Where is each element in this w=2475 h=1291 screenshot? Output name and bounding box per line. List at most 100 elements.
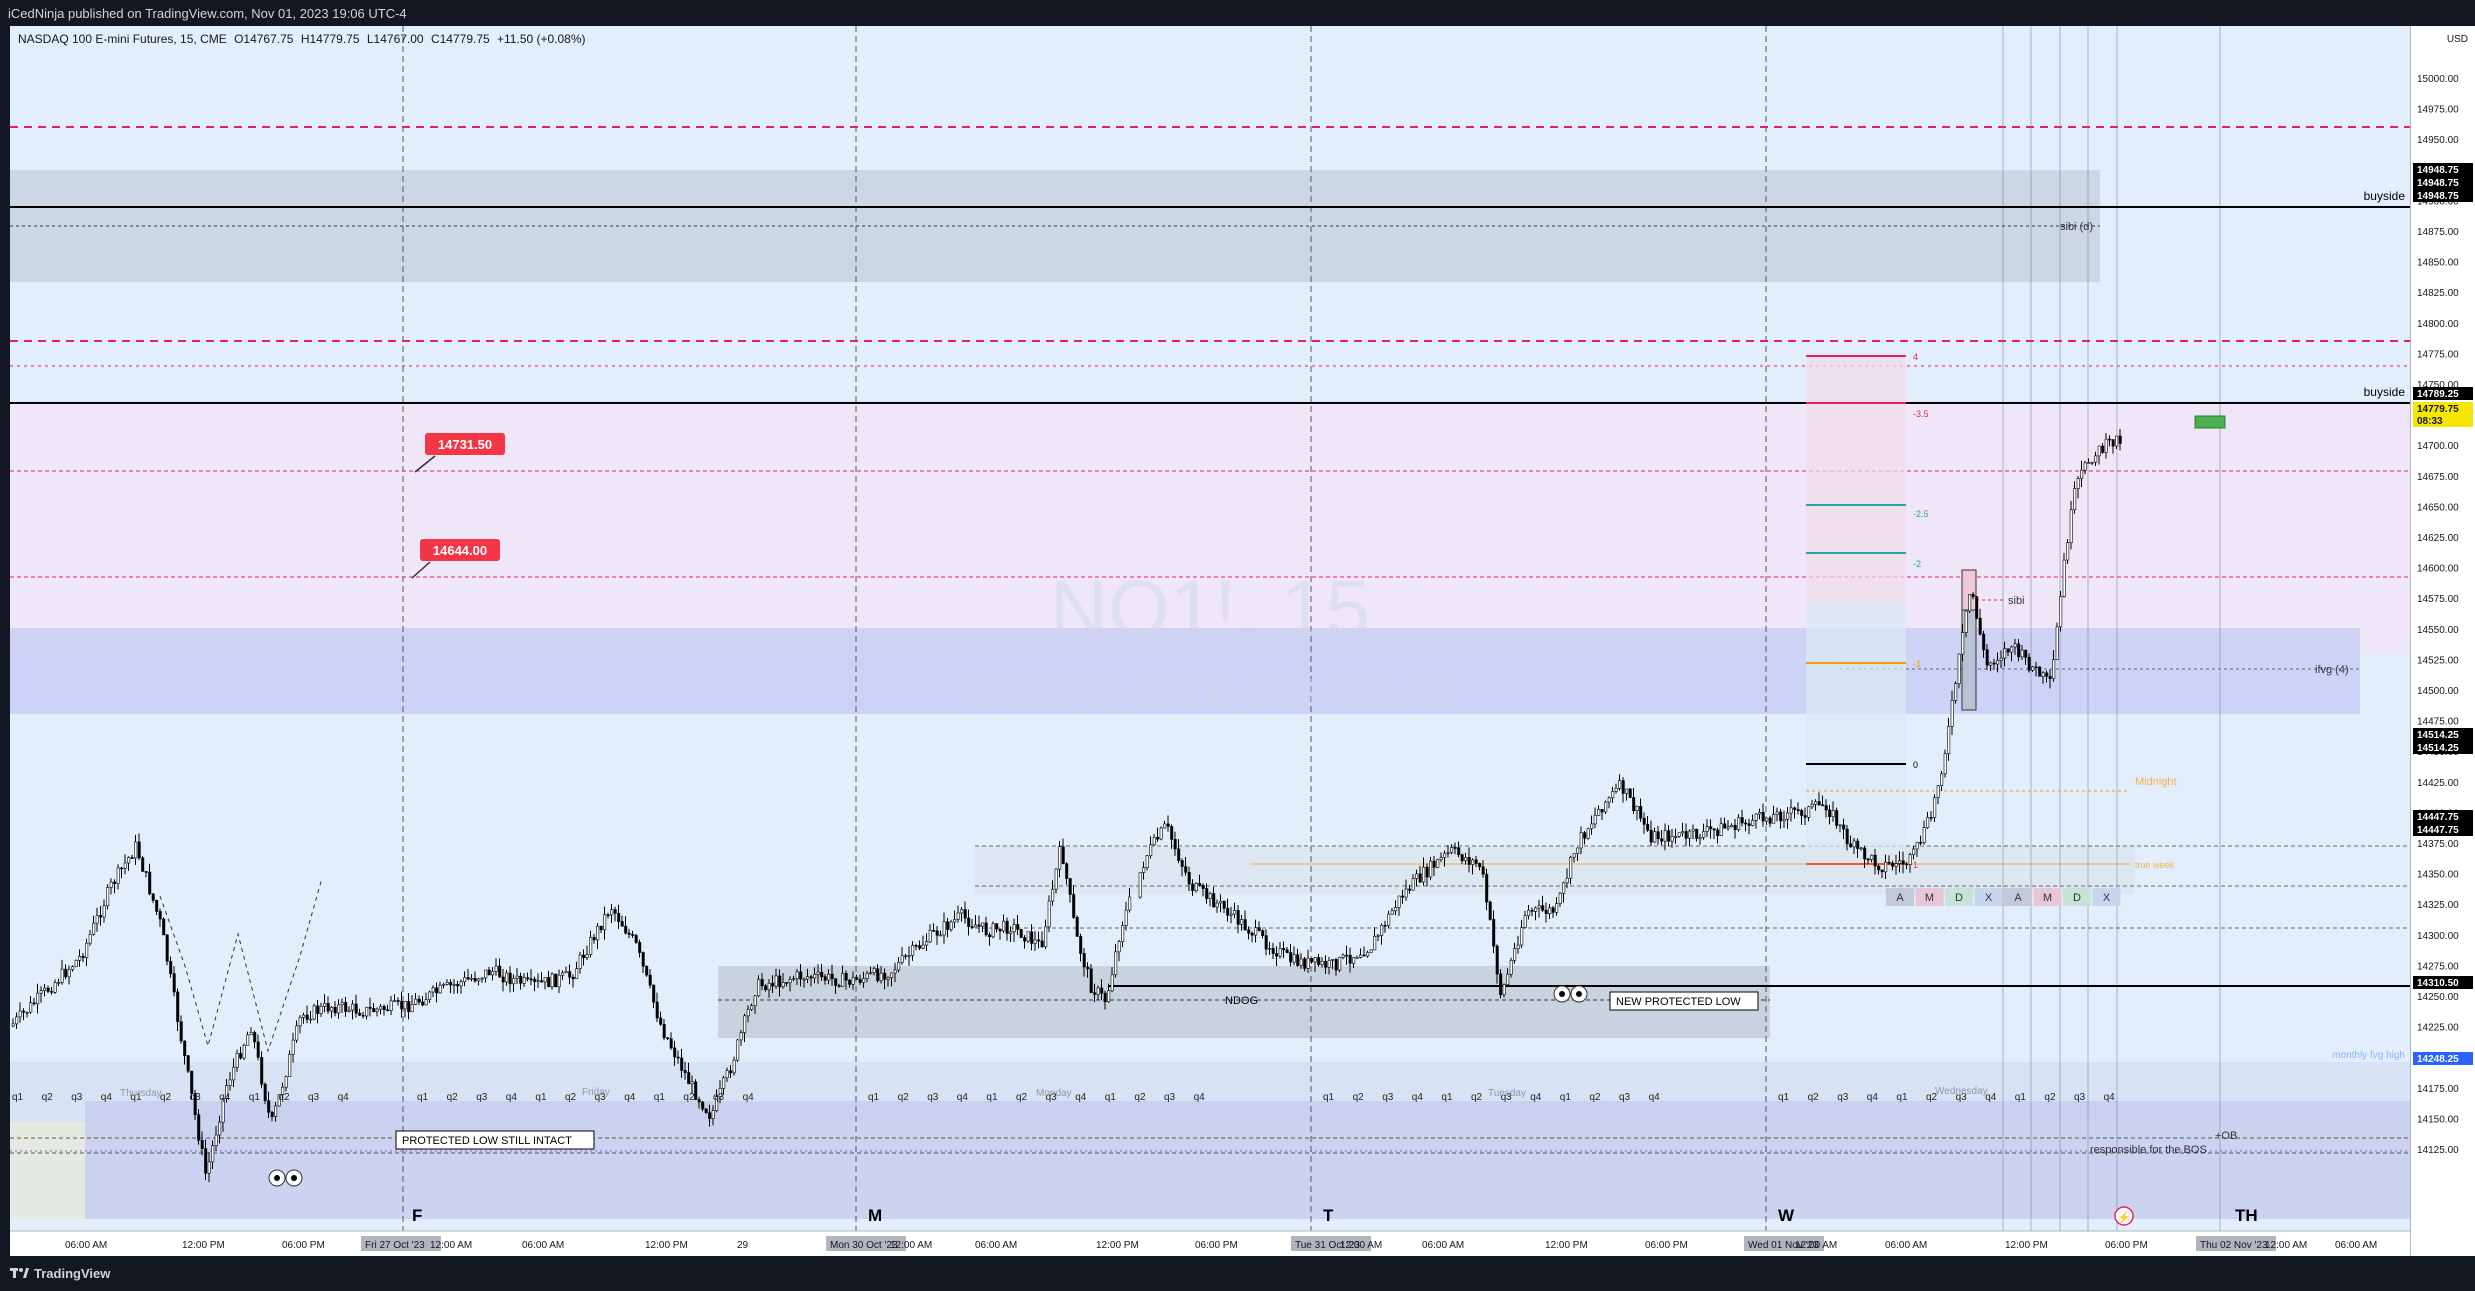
candle-body <box>1334 959 1338 971</box>
candle-body <box>1439 857 1443 860</box>
candle-body <box>732 1059 736 1074</box>
candle-body <box>610 909 614 916</box>
price-marker-14644[interactable]: 14644.00 <box>411 539 500 579</box>
quarter-label: q4 <box>624 1092 636 1103</box>
candle-body <box>2076 478 2080 489</box>
candle-body <box>2111 439 2115 447</box>
candle-body <box>1544 909 1548 915</box>
lightning-icon[interactable]: ⚡ <box>2114 1206 2134 1226</box>
candle-body <box>949 921 953 930</box>
candle-body <box>2083 462 2087 471</box>
candle-body <box>102 905 106 918</box>
candle-body <box>1964 610 1968 633</box>
candle-body <box>1600 809 1604 813</box>
session-box-d <box>1945 888 1973 906</box>
candle-body <box>1278 948 1282 957</box>
candle-body <box>655 1001 659 1019</box>
candle-body <box>1376 935 1380 937</box>
candle-body <box>431 987 435 993</box>
price-tick: 14575.00 <box>2417 594 2459 605</box>
candle-body <box>113 881 117 885</box>
session-box-m <box>1915 888 1944 906</box>
candle-body <box>827 973 831 981</box>
candle-body <box>445 982 449 985</box>
footer-bar: TradingView <box>0 1256 2475 1291</box>
candle-body <box>60 968 64 983</box>
candle-body <box>1807 806 1811 818</box>
candle-body <box>1590 823 1594 830</box>
candle-body <box>1051 888 1055 902</box>
price-axis[interactable]: USD 15000.0014975.0014950.0014925.001490… <box>2410 26 2475 1256</box>
chart-pane[interactable]: NQ1!, 15 NASDAQ 100 E-mini Futures buysi… <box>10 26 2410 1256</box>
candle-body <box>1919 841 1923 844</box>
candle-body <box>1852 840 1856 848</box>
candle-body <box>1695 828 1699 839</box>
candle-body <box>151 893 155 901</box>
symbol-legend: NASDAQ 100 E-mini Futures, 15, CME O1476… <box>18 32 590 46</box>
candle-body <box>953 918 957 923</box>
candle-body <box>46 987 50 992</box>
candle-body <box>1660 838 1664 842</box>
candle-body <box>914 944 918 947</box>
candle-body <box>141 857 145 872</box>
price-marker-14731[interactable]: 14731.50 <box>414 433 505 473</box>
candle-body <box>109 881 113 888</box>
candle-body <box>1191 883 1195 892</box>
candle-body <box>1737 817 1741 830</box>
candle-body <box>575 968 579 980</box>
candle-body <box>1369 949 1373 953</box>
currency-label[interactable]: USD <box>2446 34 2468 45</box>
candle-body <box>631 934 635 936</box>
price-tick: 14375.00 <box>2417 839 2459 850</box>
candle-body <box>1856 840 1860 849</box>
candle-body <box>1177 848 1181 861</box>
candle-body <box>711 1110 715 1119</box>
quarter-label: q2 <box>1808 1092 1820 1103</box>
brand-name[interactable]: TradingView <box>34 1266 111 1281</box>
candle-body <box>284 1076 288 1088</box>
candle-body <box>603 914 607 931</box>
buyside-label-mid: buyside <box>2364 385 2406 399</box>
watermark-name: NASDAQ 100 E-mini Futures <box>964 673 1456 715</box>
chart-canvas[interactable]: NQ1!, 15 NASDAQ 100 E-mini Futures buysi… <box>10 26 2410 1256</box>
candle-body <box>718 1088 722 1097</box>
candle-body <box>1198 883 1202 886</box>
premium-zone <box>10 402 2410 654</box>
candle-body <box>1779 811 1783 822</box>
candle-body <box>547 977 551 988</box>
candle-body <box>519 975 523 984</box>
time-label: 12:00 PM <box>2005 1240 2048 1251</box>
candle-body <box>442 984 446 986</box>
candle-body <box>1723 823 1727 829</box>
candle-body <box>1065 863 1069 879</box>
candle-body <box>1264 935 1268 950</box>
candle-body <box>634 935 638 943</box>
candle-body <box>834 978 838 986</box>
candle-body <box>1898 860 1902 864</box>
candle-body <box>1716 829 1720 836</box>
candle-body <box>1845 828 1849 845</box>
candle-body <box>1730 824 1734 828</box>
candle-body <box>1394 907 1398 912</box>
candle-body <box>1593 815 1597 825</box>
candle-body <box>1754 813 1758 821</box>
quarter-label: q1 <box>535 1092 547 1103</box>
candle-body <box>477 978 481 982</box>
session-separators <box>2002 26 2221 1256</box>
legend-symbol[interactable]: NASDAQ 100 E-mini Futures, 15, CME <box>18 32 227 46</box>
candle-body <box>1044 926 1048 948</box>
candle-body <box>641 952 645 967</box>
candle-body <box>340 1002 344 1006</box>
candle-body <box>2034 666 2038 669</box>
candle-body <box>407 1001 411 1013</box>
candle-body <box>1698 837 1702 839</box>
candle-body <box>1506 973 1510 985</box>
candle-body <box>1691 828 1695 832</box>
candle-body <box>680 1057 684 1071</box>
candle-body <box>162 918 166 936</box>
target-box <box>2194 415 2226 429</box>
candle-body <box>1628 788 1632 798</box>
candle-body <box>1030 931 1034 944</box>
candle-body <box>1243 919 1247 931</box>
candle-body <box>221 1098 225 1123</box>
